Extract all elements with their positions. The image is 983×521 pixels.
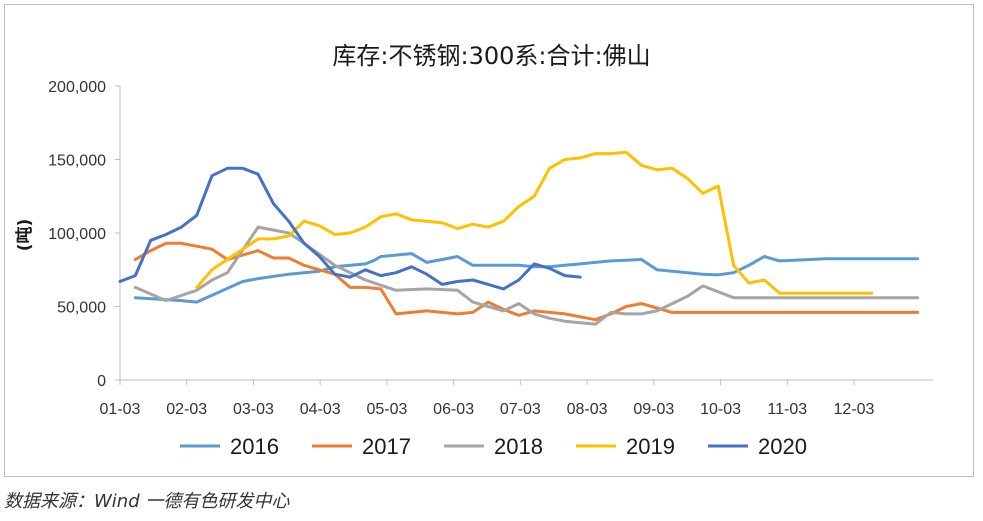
x-tick-label: 11-03 <box>767 401 807 418</box>
source-note: 数据来源：Wind 一德有色研发中心 <box>4 491 290 512</box>
legend-label-2019: 2019 <box>626 434 675 459</box>
y-tick-label: 50,000 <box>57 300 106 317</box>
y-tick-label: 0 <box>97 373 106 390</box>
legend-label-2017: 2017 <box>362 434 411 459</box>
x-tick-label: 03-03 <box>233 401 274 418</box>
series-line-2020 <box>118 166 582 291</box>
y-tick-label: 150,000 <box>48 153 106 170</box>
x-tick-label: 01-03 <box>100 401 141 418</box>
y-tick-label: 200,000 <box>48 79 106 96</box>
x-tick-label: 06-03 <box>433 401 474 418</box>
x-tick-label: 09-03 <box>633 401 674 418</box>
x-tick-label: 05-03 <box>366 401 407 418</box>
x-tick-label: 07-03 <box>500 401 541 418</box>
series-line-2019 <box>195 150 874 295</box>
x-tick-label: 04-03 <box>300 401 341 418</box>
x-tick-label: 08-03 <box>567 401 608 418</box>
series-line-2017 <box>133 241 920 322</box>
chart-frame <box>4 4 974 477</box>
y-tick-label: 100,000 <box>48 226 106 243</box>
legend-label-2018: 2018 <box>494 434 543 459</box>
series-line-2016 <box>133 252 920 304</box>
legend: 2016 2017 2018 2019 2020 <box>180 434 807 459</box>
chart-title: 库存:不锈钢:300系:合计:佛山 <box>332 42 651 70</box>
x-tick-label: 12-03 <box>834 401 875 418</box>
series-layer <box>118 150 920 326</box>
x-tick-label: 02-03 <box>166 401 207 418</box>
x-tick-label: 10-03 <box>700 401 741 418</box>
axes: 0 50,000 100,000 150,000 200,000 (吨) 01-03 02-0… <box>14 79 933 418</box>
y-axis-label: (吨) <box>14 219 35 252</box>
legend-label-2020: 2020 <box>758 434 807 459</box>
legend-label-2016: 2016 <box>230 434 279 459</box>
